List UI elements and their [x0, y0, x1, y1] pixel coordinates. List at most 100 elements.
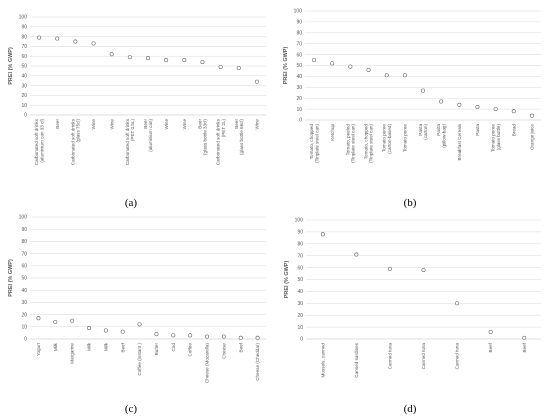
- category-label: Carbonated soft drinks: [70, 118, 75, 165]
- category-label: Ketchup: [330, 124, 335, 141]
- data-point: [109, 52, 114, 57]
- y-tick-label: 60: [296, 52, 302, 58]
- category-label: Butter: [154, 343, 159, 356]
- data-point: [402, 73, 407, 78]
- category-label: Tomato, chopped: [309, 124, 314, 160]
- category-label: Milk: [87, 342, 92, 351]
- data-point: [221, 334, 226, 339]
- category-label: (Tinplate steel can): [369, 124, 374, 163]
- category-label: Cheese (Cheddar): [255, 343, 260, 381]
- category-label: (PET 0.5L): [130, 119, 135, 142]
- data-point: [439, 99, 444, 104]
- category-label: Cod: [171, 343, 176, 352]
- y-tick-label: 0: [24, 113, 27, 119]
- category-label: (glass bottle): [496, 124, 501, 151]
- data-point: [493, 107, 498, 112]
- y-tick-label: 70: [21, 44, 27, 50]
- y-tick-label: 100: [19, 215, 28, 221]
- y-tick-label: 30: [21, 300, 27, 306]
- data-point: [154, 332, 159, 337]
- data-point: [236, 65, 241, 70]
- category-label: Yogurt: [36, 342, 41, 356]
- data-point: [73, 39, 78, 44]
- category-label: Tomato puree: [382, 124, 387, 153]
- category-label: Tomato puree: [402, 124, 407, 153]
- data-point: [354, 252, 359, 257]
- y-tick-label: 30: [296, 85, 302, 91]
- category-label: (Tinplate steel can): [351, 124, 356, 163]
- data-point: [200, 60, 205, 65]
- y-tick-label: 70: [296, 41, 302, 47]
- category-label: Pasta: [436, 124, 441, 136]
- data-point: [255, 335, 260, 340]
- data-point: [53, 319, 58, 324]
- data-point: [182, 58, 187, 63]
- data-point: [511, 109, 516, 114]
- y-tick-label: 90: [21, 25, 27, 31]
- category-label: Tomato puree: [491, 124, 496, 153]
- category-label: Wine: [109, 119, 114, 130]
- chart-panel-d: 0 10 20 30 40 50 60 70 80 90 100 PREI (% GWP) Mussel…: [284, 218, 541, 415]
- y-tick-label: 20: [21, 93, 27, 99]
- y-tick-label: 40: [21, 74, 27, 80]
- category-label: Beef: [522, 342, 527, 352]
- y-tick-label: 100: [19, 15, 28, 21]
- panel-label: (d): [404, 403, 417, 415]
- category-label: Carbonated soft drinks: [216, 118, 221, 165]
- data-point: [37, 35, 42, 40]
- data-point: [171, 333, 176, 338]
- y-tick-label: 10: [21, 103, 27, 109]
- y-tick-label: 30: [297, 301, 303, 307]
- y-axis-title: PREI (% GWP): [283, 47, 289, 85]
- y-tick-label: 20: [297, 313, 303, 319]
- y-tick-label: 0: [24, 337, 27, 343]
- y-tick-label: 70: [21, 251, 27, 257]
- y-tick-label: 90: [21, 227, 27, 233]
- category-label: Canned tuna: [455, 343, 460, 370]
- data-point: [205, 334, 209, 339]
- data-point: [127, 55, 132, 60]
- category-label: Canned tuna: [388, 343, 393, 370]
- category-label: (Tinplate steel can): [314, 124, 319, 163]
- data-point: [254, 79, 259, 84]
- y-axis-title: PREI (% GWP): [8, 259, 14, 297]
- y-tick-label: 20: [296, 96, 302, 102]
- category-label: Milk: [103, 342, 108, 351]
- category-label: Tomato, peeled: [345, 124, 350, 156]
- category-label: Beer: [234, 119, 239, 129]
- panel-label: (a): [125, 197, 138, 209]
- data-point: [146, 56, 150, 61]
- data-point: [488, 329, 493, 334]
- data-point: [91, 41, 96, 46]
- data-point: [70, 318, 75, 323]
- data-point: [218, 65, 223, 69]
- panel-label: (c): [125, 403, 138, 415]
- y-tick-label: 80: [297, 242, 303, 248]
- y-tick-label: 0: [299, 118, 302, 124]
- category-label: Wine: [182, 119, 187, 130]
- category-label: Pasta: [418, 124, 423, 136]
- data-point: [120, 329, 125, 334]
- y-tick-label: 50: [21, 276, 27, 282]
- data-point: [529, 113, 534, 118]
- data-point: [457, 102, 462, 107]
- data-point: [366, 67, 371, 72]
- category-label: (PET 2L): [221, 119, 226, 138]
- category-label: Wine: [164, 119, 169, 130]
- category-label: (aluminium can): [148, 119, 153, 152]
- chart-panel-a: 0 10 20 30 40 50 60 70 80 90 100 PREI (% GWP) Carbon…: [8, 15, 266, 209]
- y-tick-label: 80: [21, 239, 27, 245]
- data-point: [137, 322, 142, 327]
- y-tick-label: 40: [296, 74, 302, 80]
- y-axis-title: PREI (% GWP): [284, 261, 290, 299]
- category-label: Mussels, canned: [320, 343, 325, 378]
- data-point: [522, 335, 527, 340]
- y-tick-label: 10: [296, 107, 302, 113]
- y-tick-label: 20: [21, 312, 27, 318]
- chart-panel-b: 0 10 20 30 40 50 60 70 80 90 100 PREI (% GWP) Tomato…: [283, 9, 541, 209]
- y-tick-label: 80: [21, 34, 27, 40]
- category-label: (carton): [423, 124, 428, 140]
- category-label: Beef: [238, 342, 243, 352]
- y-tick-label: 60: [21, 264, 27, 270]
- y-tick-label: 70: [297, 253, 303, 259]
